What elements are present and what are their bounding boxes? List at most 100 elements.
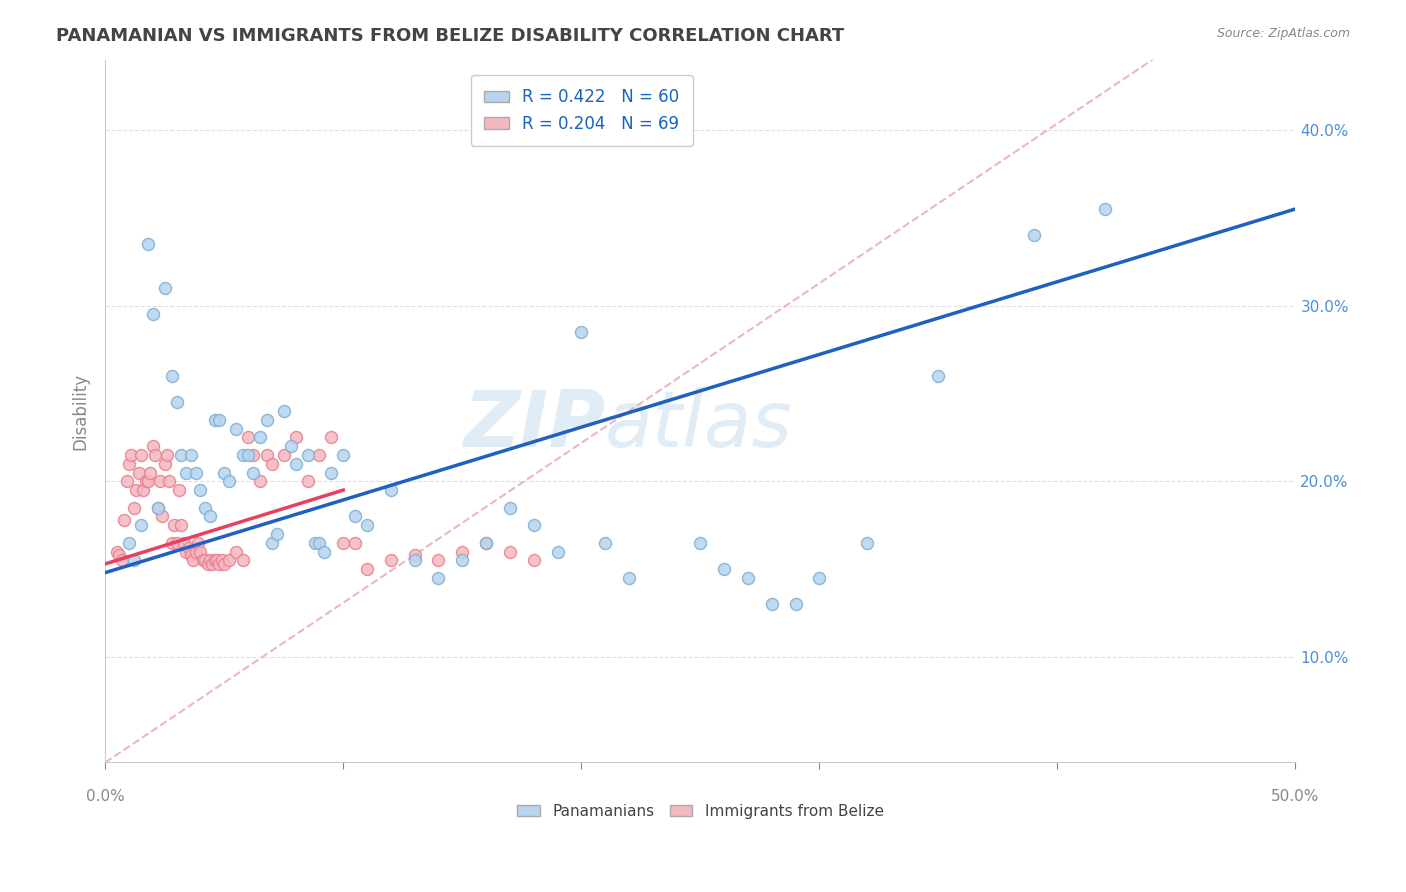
Point (1094, 202, 1116, 216)
Point (136, 475, 159, 489)
Point (321, 430, 343, 444)
Point (249, 475, 271, 489)
Point (166, 536, 188, 550)
Point (143, 448, 166, 462)
Point (332, 448, 354, 462)
Point (184, 544, 207, 558)
Point (159, 475, 181, 489)
Point (321, 466, 343, 480)
Point (242, 466, 264, 480)
Point (194, 500, 217, 515)
Point (201, 557, 224, 571)
Point (173, 536, 195, 550)
Point (139, 466, 162, 480)
Point (427, 553, 450, 567)
Point (105, 544, 128, 558)
Point (499, 544, 522, 558)
Point (108, 548, 131, 562)
Point (523, 518, 546, 533)
Point (149, 475, 172, 489)
Point (208, 413, 231, 427)
Point (187, 536, 209, 550)
Y-axis label: Disability: Disability (72, 373, 89, 450)
Point (160, 536, 183, 550)
Point (475, 536, 498, 550)
Point (190, 544, 212, 558)
Point (122, 553, 145, 567)
Point (297, 475, 319, 489)
Point (142, 439, 165, 453)
Point (191, 553, 214, 567)
Point (146, 500, 169, 515)
Point (344, 509, 367, 524)
Point (153, 281, 176, 295)
Point (593, 536, 616, 550)
Point (713, 562, 735, 576)
Point (125, 483, 148, 497)
Point (129, 518, 152, 533)
Point (284, 457, 307, 471)
Point (118, 457, 141, 471)
Point (260, 536, 283, 550)
Point (136, 237, 159, 252)
Point (205, 553, 228, 567)
Point (115, 475, 138, 489)
Point (132, 483, 155, 497)
Point (166, 395, 188, 409)
Point (242, 448, 264, 462)
Point (232, 553, 254, 567)
Point (236, 430, 259, 444)
Point (212, 466, 235, 480)
Point (284, 430, 307, 444)
Point (737, 571, 759, 585)
Point (198, 553, 221, 567)
Point (304, 536, 326, 550)
Text: 0.0%: 0.0% (86, 789, 125, 804)
Point (249, 430, 271, 444)
Point (184, 466, 207, 480)
Point (218, 475, 240, 489)
Point (308, 536, 330, 550)
Point (297, 448, 319, 462)
Point (927, 368, 949, 383)
Point (225, 544, 247, 558)
Point (204, 413, 226, 427)
Point (808, 571, 831, 585)
Point (332, 536, 354, 550)
Point (197, 557, 219, 571)
Point (256, 448, 278, 462)
Point (225, 421, 247, 435)
Point (190, 483, 212, 497)
Point (118, 536, 141, 550)
Point (146, 500, 169, 515)
Point (181, 553, 204, 567)
Point (273, 448, 295, 462)
Point (194, 553, 217, 567)
Point (120, 448, 142, 462)
Text: atlas: atlas (605, 387, 793, 463)
Point (308, 448, 330, 462)
Point (156, 448, 179, 462)
Point (211, 553, 233, 567)
Point (111, 553, 134, 567)
Point (236, 448, 259, 462)
Text: 50.0%: 50.0% (1271, 789, 1320, 804)
Point (404, 548, 426, 562)
Point (174, 544, 197, 558)
Point (404, 553, 426, 567)
Point (180, 548, 202, 562)
Point (160, 368, 183, 383)
Point (212, 557, 235, 571)
Point (150, 509, 173, 524)
Point (260, 457, 283, 471)
Point (218, 553, 240, 567)
Text: ZIP: ZIP (463, 387, 605, 463)
Point (128, 466, 150, 480)
Point (569, 325, 592, 339)
Point (153, 457, 176, 471)
Point (170, 448, 193, 462)
Point (208, 557, 231, 571)
Point (112, 513, 135, 527)
Point (180, 448, 202, 462)
Point (198, 509, 221, 524)
